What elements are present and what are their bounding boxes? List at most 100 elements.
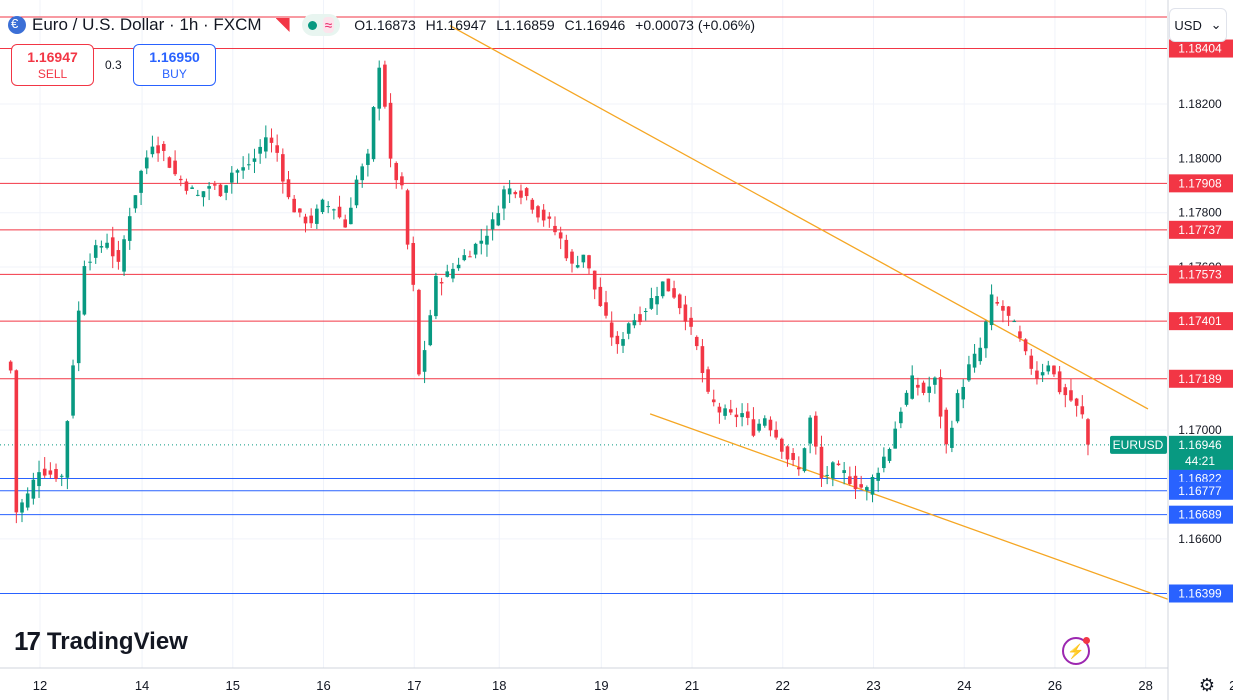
candle-body — [394, 162, 399, 181]
time-axis[interactable]: 12 14 15 16 17 18 19 21 22 23 24 26 28 29 — [0, 667, 1233, 693]
time-tick-label: 21 — [685, 678, 699, 693]
candle-body — [643, 311, 648, 313]
time-tick-label: 19 — [594, 678, 608, 693]
candle-body — [388, 102, 393, 159]
candle-body — [150, 146, 155, 155]
candle-body — [751, 419, 756, 436]
candle-body — [371, 107, 376, 160]
candle-body — [677, 294, 682, 309]
candle-body — [592, 270, 597, 290]
candle-body — [921, 382, 926, 393]
candle-body — [161, 143, 166, 151]
buy-button[interactable]: 1.16950 BUY — [133, 44, 216, 86]
price-axis[interactable]: 1.182001.180001.178001.176001.170001.166… — [1110, 0, 1233, 700]
status-pill[interactable]: ≈ — [301, 14, 341, 36]
candle-body — [774, 429, 778, 438]
candle-body — [893, 428, 897, 449]
candle-body — [899, 411, 903, 424]
candle-body — [218, 184, 223, 197]
symbol-title[interactable]: Euro / U.S. Dollar · 1h · FXCM — [32, 15, 262, 34]
candle-body — [609, 322, 614, 338]
candle-body — [553, 225, 557, 233]
candle-body — [93, 245, 98, 258]
candle-body — [802, 448, 807, 472]
level-price-badge — [1169, 584, 1233, 603]
level-price-badge — [1169, 174, 1233, 193]
candle-body — [842, 470, 846, 474]
tradingview-logo-icon: 17 — [14, 626, 41, 656]
time-tick-label: 26 — [1048, 678, 1062, 693]
candle-body — [587, 255, 591, 269]
candle-body — [99, 246, 104, 248]
candle-body — [468, 256, 472, 258]
candle-body — [434, 275, 438, 317]
candle-body — [82, 266, 87, 315]
candle-body — [1012, 321, 1017, 323]
candle-body — [604, 302, 608, 316]
candle-body — [564, 239, 569, 259]
candle-body — [831, 462, 835, 479]
candle-body — [37, 472, 41, 487]
ohlc-high: H1.16947 — [425, 17, 487, 33]
candle-body — [728, 409, 733, 413]
candle-body — [1069, 390, 1073, 401]
candle-body — [1080, 406, 1085, 415]
price-axis-background — [1168, 0, 1233, 700]
candle-body — [541, 209, 546, 221]
candle-body — [88, 261, 92, 263]
candle-body — [660, 281, 665, 297]
candle-body — [490, 219, 495, 230]
candle-body — [473, 243, 478, 255]
channel-upper-line[interactable] — [449, 25, 1149, 410]
candle-body — [808, 417, 812, 444]
candle-body — [309, 215, 313, 224]
currency-selector[interactable]: USD ⌄ — [1169, 8, 1227, 42]
candle-body — [859, 484, 863, 488]
candle-body — [972, 353, 977, 368]
candle-body — [269, 137, 274, 143]
trend-channel[interactable] — [449, 25, 1233, 647]
sell-button[interactable]: 1.16947 SELL — [11, 44, 94, 86]
candle-body — [995, 302, 1000, 304]
candle-body — [1001, 305, 1005, 311]
candle-body — [366, 153, 370, 165]
level-price-label: 1.16399 — [1178, 587, 1222, 601]
candle-body — [853, 475, 858, 490]
candle-body — [201, 191, 206, 198]
candle-body — [615, 335, 620, 345]
time-tick-label: 28 — [1138, 678, 1152, 693]
candle-body — [876, 472, 880, 481]
time-tick-label: 16 — [316, 678, 330, 693]
candle-body — [706, 369, 710, 392]
candle-body — [887, 448, 892, 461]
candle-body — [360, 166, 365, 181]
candle-body — [411, 243, 416, 285]
candle-body — [281, 154, 285, 182]
candle-body — [933, 377, 937, 385]
level-price-label: 1.18404 — [1178, 42, 1222, 56]
candle-body — [241, 167, 245, 171]
level-price-badge — [1169, 369, 1233, 388]
candle-body — [133, 195, 138, 209]
chart-grid — [0, 0, 1167, 668]
candle-body — [762, 418, 767, 426]
flag-icon[interactable] — [275, 18, 290, 32]
candle-body — [462, 255, 467, 261]
candle-body — [383, 64, 387, 107]
candle-body — [1029, 355, 1034, 369]
bolt-icon[interactable]: ⚡ — [1062, 637, 1090, 665]
time-tick-label: 18 — [492, 678, 506, 693]
candle-body — [819, 446, 824, 479]
settings-gear-icon[interactable]: ⚙ — [1198, 675, 1215, 695]
candle-body — [768, 419, 773, 431]
candle-body — [825, 474, 829, 476]
candle-body — [1035, 370, 1039, 379]
time-tick-label: 17 — [407, 678, 421, 693]
level-price-label: 1.17737 — [1178, 223, 1222, 237]
candle-body — [1023, 339, 1028, 352]
candle-body — [207, 186, 211, 189]
candle-body — [938, 377, 943, 417]
candle-body — [785, 446, 790, 460]
candle-body — [700, 346, 705, 374]
